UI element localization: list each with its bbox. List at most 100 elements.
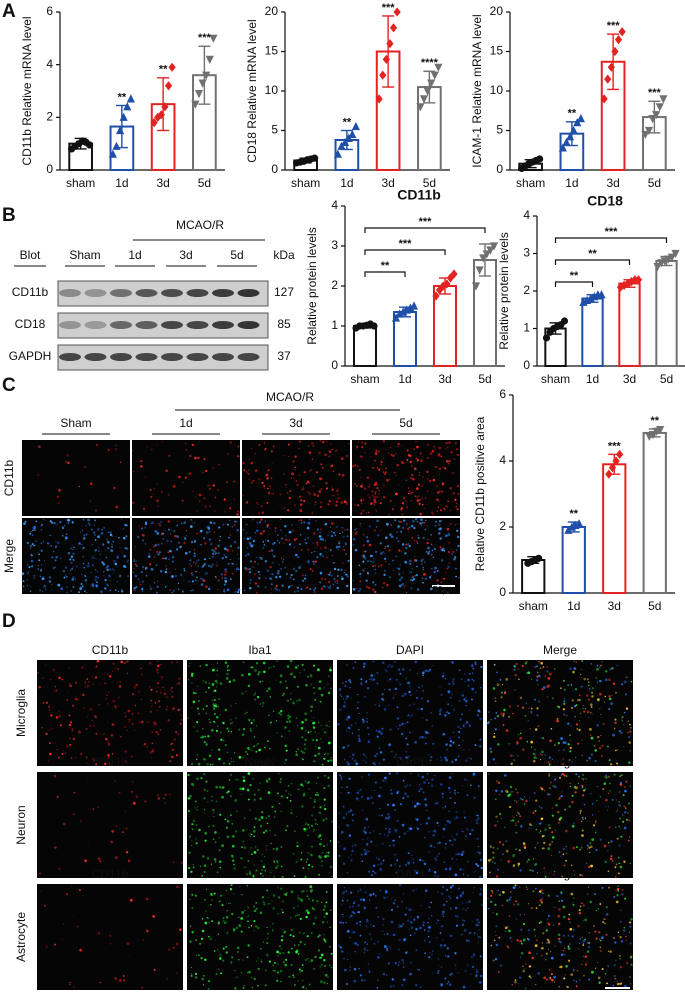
- cell-signal: [214, 547, 217, 550]
- cell-signal: [535, 754, 537, 756]
- cell-signal: [318, 490, 321, 493]
- kda-value: 127: [274, 285, 294, 299]
- cell-signal: [258, 782, 261, 785]
- cell-signal: [213, 707, 216, 710]
- cell-signal: [234, 799, 237, 802]
- cell-signal: [421, 456, 423, 458]
- cell-signal: [321, 865, 323, 867]
- cell-signal: [514, 980, 517, 984]
- cell-signal: [600, 735, 602, 737]
- cell-signal: [559, 965, 563, 969]
- cell-signal: [203, 984, 205, 986]
- cell-signal: [133, 471, 135, 473]
- cell-signal: [49, 752, 52, 756]
- cell-signal: [617, 720, 619, 722]
- significance-label: ***: [198, 32, 212, 44]
- cell-signal: [492, 856, 495, 859]
- cell-signal: [409, 562, 412, 565]
- cell-signal: [346, 824, 349, 827]
- cell-signal: [454, 567, 457, 570]
- cell-signal: [161, 543, 163, 545]
- cell-signal: [205, 663, 208, 667]
- cell-signal: [396, 464, 399, 467]
- cell-signal: [205, 910, 207, 912]
- y-tick-label: 4: [499, 453, 506, 467]
- cell-signal: [405, 951, 408, 954]
- cell-signal: [581, 784, 584, 787]
- cell-signal: [406, 937, 408, 940]
- cell-signal: [424, 670, 426, 672]
- cell-signal: [537, 671, 539, 673]
- cell-signal: [294, 466, 297, 469]
- cell-signal: [444, 867, 448, 871]
- cell-signal: [91, 544, 93, 546]
- cell-signal: [549, 793, 551, 796]
- cell-signal: [330, 820, 333, 823]
- cell-signal: [299, 932, 301, 934]
- cell-signal: [102, 732, 106, 736]
- cell-signal: [629, 983, 632, 985]
- cell-signal: [381, 727, 384, 730]
- cell-signal: [54, 943, 57, 946]
- cell-signal: [123, 726, 126, 728]
- cell-signal: [316, 541, 319, 544]
- cell-signal: [189, 559, 192, 562]
- cell-signal: [364, 695, 367, 698]
- cell-signal: [308, 788, 311, 790]
- cell-signal: [269, 696, 272, 698]
- cell-signal: [300, 489, 303, 491]
- cell-signal: [269, 681, 271, 683]
- cell-signal: [172, 707, 175, 711]
- cell-signal: [561, 790, 563, 792]
- cell-signal: [50, 589, 53, 591]
- cell-signal: [576, 728, 578, 730]
- cell-signal: [420, 559, 423, 562]
- cell-signal: [306, 491, 310, 494]
- cell-signal: [515, 662, 518, 666]
- cell-signal: [565, 852, 568, 854]
- cell-signal: [81, 544, 83, 546]
- cell-signal: [64, 566, 68, 569]
- cell-signal: [22, 590, 24, 592]
- cell-signal: [404, 792, 407, 796]
- cell-signal: [75, 565, 78, 568]
- cell-signal: [524, 662, 527, 665]
- cell-signal: [358, 564, 361, 567]
- cell-signal: [67, 518, 71, 522]
- cell-signal: [215, 861, 217, 863]
- cell-signal: [253, 793, 256, 796]
- cell-signal: [307, 868, 310, 870]
- cell-signal: [373, 864, 376, 867]
- cell-signal: [586, 759, 589, 762]
- cell-signal: [246, 547, 249, 549]
- cell-signal: [387, 666, 389, 668]
- cell-signal: [519, 736, 523, 740]
- cell-signal: [529, 727, 532, 730]
- cell-signal: [176, 524, 179, 527]
- cell-signal: [570, 864, 573, 867]
- data-point: [194, 90, 204, 99]
- cell-signal: [617, 856, 620, 859]
- cell-signal: [452, 838, 454, 840]
- cell-signal: [248, 567, 252, 571]
- cell-signal: [456, 896, 459, 899]
- y-tick-label: 6: [46, 4, 53, 18]
- cell-signal: [374, 451, 378, 455]
- cell-signal: [41, 677, 44, 680]
- cell-signal: [415, 871, 419, 875]
- micrograph-background: [352, 518, 460, 594]
- cell-signal: [422, 717, 424, 719]
- cell-signal: [309, 568, 312, 571]
- cell-signal: [455, 579, 457, 581]
- cell-signal: [189, 454, 192, 458]
- cell-signal: [422, 791, 425, 794]
- cell-signal: [295, 751, 297, 753]
- cell-signal: [169, 589, 172, 591]
- cell-signal: [319, 798, 321, 800]
- cell-signal: [319, 571, 323, 575]
- cell-signal: [58, 756, 61, 759]
- cell-signal: [448, 810, 450, 812]
- cell-signal: [434, 802, 437, 805]
- cell-signal: [480, 904, 483, 907]
- cell-signal: [609, 668, 612, 671]
